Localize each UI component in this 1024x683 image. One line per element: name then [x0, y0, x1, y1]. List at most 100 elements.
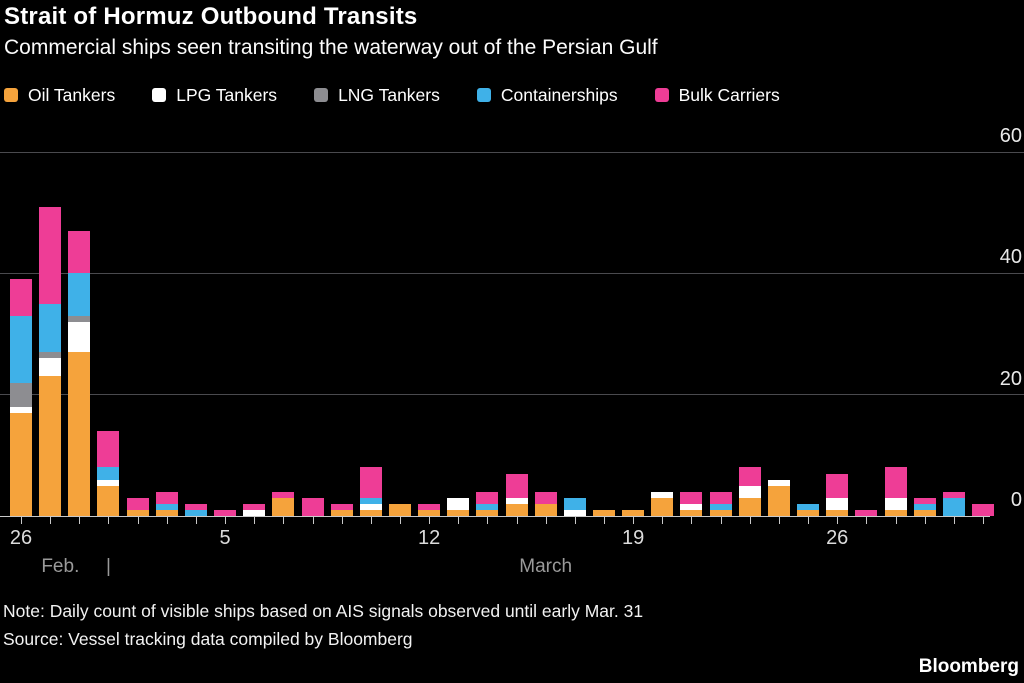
x-tick	[837, 517, 839, 524]
bar-segment	[505, 503, 528, 516]
x-axis-line	[0, 516, 990, 517]
bar-segment	[505, 473, 528, 498]
bar-segment	[155, 491, 178, 504]
x-tick	[691, 517, 693, 524]
gridline	[0, 394, 1024, 396]
legend-item: LPG Tankers	[152, 85, 277, 106]
bar-segment	[359, 509, 382, 516]
bar-segment	[214, 509, 237, 516]
x-tick	[749, 517, 751, 524]
bar-segment	[68, 352, 91, 516]
bar-segment	[39, 358, 62, 377]
x-tick	[953, 517, 955, 524]
bar-segment	[826, 509, 849, 516]
bar-segment	[884, 509, 907, 516]
bar-segment	[97, 479, 120, 486]
bar-segment	[359, 497, 382, 504]
bar-segment	[10, 315, 32, 383]
legend-swatch-icon	[152, 88, 167, 102]
bar-segment	[622, 509, 645, 516]
x-tick	[545, 517, 547, 524]
bar-segment	[155, 509, 178, 516]
bar-segment	[651, 491, 674, 498]
bar-segment	[272, 491, 295, 498]
bar-segment	[884, 467, 907, 498]
legend-swatch-icon	[314, 88, 329, 102]
x-tick	[283, 517, 285, 524]
x-tick-label: 26	[826, 527, 849, 549]
bar-segment	[884, 497, 907, 510]
legend-label: Bulk Carriers	[678, 84, 780, 105]
legend-swatch-icon	[4, 88, 18, 102]
legend-swatch-icon	[654, 88, 669, 102]
bar-segment	[680, 491, 703, 504]
x-tick	[924, 517, 926, 524]
bar-segment	[913, 503, 936, 510]
y-axis-label: 40	[999, 246, 1022, 269]
bar-segment	[476, 503, 499, 510]
bar-segment	[68, 273, 91, 316]
bar-segment	[97, 431, 120, 468]
legend-label: LPG Tankers	[176, 84, 278, 105]
bar-segment	[68, 230, 91, 274]
x-tick	[254, 517, 256, 524]
bar-segment	[447, 497, 470, 510]
x-tick	[429, 517, 431, 524]
x-tick	[399, 517, 401, 524]
bar-segment	[10, 279, 32, 316]
legend-label: LNG Tankers	[338, 84, 440, 105]
x-tick	[341, 517, 343, 524]
chart-title: Strait of Hormuz Outbound Transits	[4, 3, 418, 30]
bar-segment	[39, 206, 62, 304]
bar-segment	[68, 315, 91, 322]
bar-segment	[913, 509, 936, 516]
x-tick-label: 26	[9, 527, 33, 549]
bar-segment	[184, 503, 207, 510]
bar-segment	[10, 412, 32, 516]
bar-segment	[359, 467, 382, 498]
x-tick	[662, 517, 664, 524]
legend-item: Oil Tankers	[4, 85, 115, 106]
bar-segment	[10, 382, 32, 407]
x-tick	[21, 517, 22, 524]
bar-segment	[709, 503, 732, 510]
x-tick	[79, 517, 81, 524]
legend-swatch-icon	[476, 88, 491, 102]
bar-segment	[709, 509, 732, 516]
bar-segment	[826, 473, 849, 498]
x-tick	[370, 517, 372, 524]
bloomberg-logo: Bloomberg	[918, 656, 1019, 677]
month-label: March	[519, 556, 573, 577]
bar-segment	[563, 497, 586, 510]
bar-segment	[301, 497, 324, 516]
bar-segment	[39, 352, 62, 359]
x-tick	[895, 517, 897, 524]
bar-segment	[797, 503, 820, 510]
bar-segment	[534, 503, 557, 516]
bar-segment	[68, 321, 91, 353]
bar-segment	[243, 509, 266, 516]
bar-segment	[476, 491, 499, 504]
x-tick	[574, 517, 576, 524]
bar-segment	[855, 509, 878, 516]
bar-segment	[418, 503, 441, 510]
bar-segment	[418, 509, 441, 516]
x-tick-label: 19	[622, 527, 645, 549]
bar-segment	[680, 509, 703, 516]
x-tick	[50, 517, 52, 524]
bar-segment	[359, 503, 382, 510]
bar-segment	[738, 485, 761, 498]
bar-segment	[971, 503, 994, 516]
x-tick	[312, 517, 314, 524]
x-tick	[195, 517, 197, 524]
legend-item: LNG Tankers	[314, 85, 440, 106]
bar-segment	[39, 376, 62, 516]
y-axis-label: 60	[999, 125, 1022, 147]
source-text: Source: Vessel tracking data compiled by…	[3, 629, 413, 649]
bar-segment	[767, 485, 790, 516]
bar-segment	[767, 479, 790, 486]
x-tick	[458, 517, 460, 524]
bar-segment	[330, 509, 353, 516]
x-tick-label: 12	[417, 527, 441, 549]
